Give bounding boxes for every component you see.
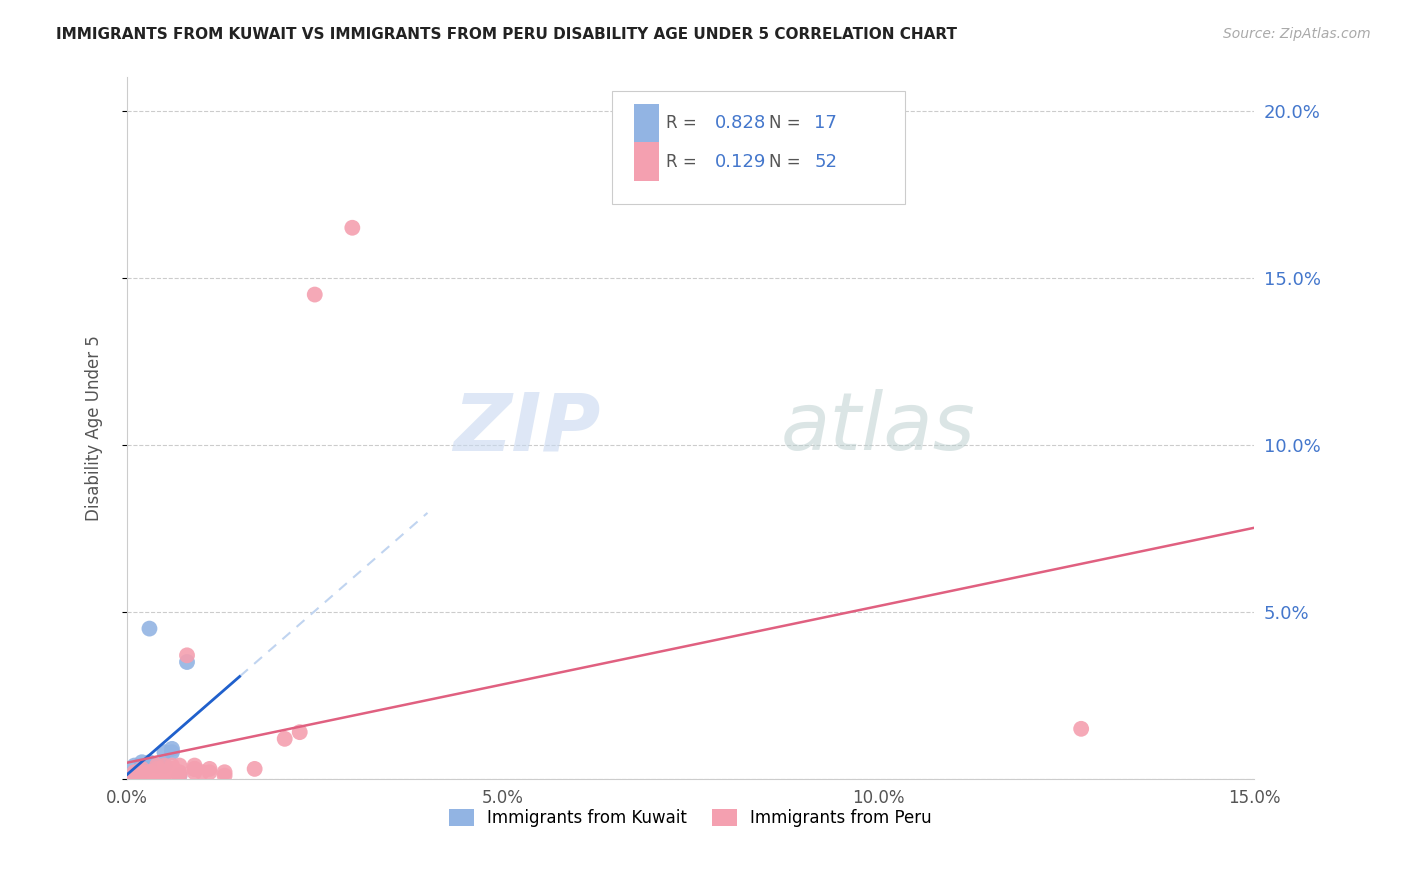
Point bbox=[124, 772, 146, 786]
Point bbox=[124, 772, 146, 786]
Point bbox=[124, 772, 146, 786]
Text: 0.828: 0.828 bbox=[716, 114, 766, 132]
Point bbox=[138, 768, 160, 782]
Point bbox=[138, 765, 160, 780]
Text: 0.129: 0.129 bbox=[716, 153, 766, 170]
Point bbox=[146, 758, 169, 772]
FancyBboxPatch shape bbox=[612, 92, 904, 203]
Point bbox=[131, 768, 153, 782]
Point bbox=[153, 745, 176, 759]
Point bbox=[146, 768, 169, 782]
Point bbox=[273, 731, 295, 746]
Text: 17: 17 bbox=[814, 114, 838, 132]
Point bbox=[138, 765, 160, 780]
Point bbox=[169, 765, 191, 780]
Point bbox=[124, 772, 146, 786]
Text: R =: R = bbox=[665, 114, 702, 132]
Point bbox=[131, 765, 153, 780]
Y-axis label: Disability Age Under 5: Disability Age Under 5 bbox=[86, 335, 103, 521]
Point bbox=[153, 765, 176, 780]
Point bbox=[138, 622, 160, 636]
Point bbox=[191, 765, 214, 780]
Point bbox=[146, 772, 169, 786]
Point bbox=[115, 772, 138, 786]
Point bbox=[160, 762, 183, 776]
Point bbox=[138, 768, 160, 782]
Point bbox=[198, 762, 221, 776]
Point bbox=[176, 648, 198, 663]
FancyBboxPatch shape bbox=[634, 103, 659, 143]
Point bbox=[131, 772, 153, 786]
Text: 52: 52 bbox=[814, 153, 838, 170]
Point bbox=[153, 758, 176, 772]
Point bbox=[146, 768, 169, 782]
Point bbox=[131, 765, 153, 780]
Point bbox=[160, 745, 183, 759]
Point bbox=[138, 758, 160, 772]
Point bbox=[124, 765, 146, 780]
Point bbox=[138, 765, 160, 780]
Point bbox=[198, 765, 221, 780]
Point bbox=[160, 765, 183, 780]
Point bbox=[1070, 722, 1092, 736]
Point bbox=[243, 762, 266, 776]
Point bbox=[153, 758, 176, 772]
Point bbox=[124, 758, 146, 772]
FancyBboxPatch shape bbox=[634, 143, 659, 181]
Point bbox=[138, 772, 160, 786]
Text: N =: N = bbox=[769, 114, 806, 132]
Point bbox=[169, 768, 191, 782]
Point bbox=[131, 768, 153, 782]
Point bbox=[160, 758, 183, 772]
Text: atlas: atlas bbox=[780, 389, 976, 467]
Point bbox=[176, 655, 198, 669]
Point bbox=[288, 725, 311, 739]
Point bbox=[183, 765, 205, 780]
Text: Source: ZipAtlas.com: Source: ZipAtlas.com bbox=[1223, 27, 1371, 41]
Point bbox=[169, 768, 191, 782]
Point bbox=[214, 768, 236, 782]
Point bbox=[160, 742, 183, 756]
Text: N =: N = bbox=[769, 153, 806, 170]
Point bbox=[131, 758, 153, 772]
Text: IMMIGRANTS FROM KUWAIT VS IMMIGRANTS FROM PERU DISABILITY AGE UNDER 5 CORRELATIO: IMMIGRANTS FROM KUWAIT VS IMMIGRANTS FRO… bbox=[56, 27, 957, 42]
Point bbox=[153, 768, 176, 782]
Text: ZIP: ZIP bbox=[453, 389, 600, 467]
Point bbox=[131, 762, 153, 776]
Point bbox=[169, 758, 191, 772]
Point bbox=[131, 762, 153, 776]
Point bbox=[214, 765, 236, 780]
Point bbox=[131, 756, 153, 770]
Point bbox=[160, 762, 183, 776]
Point bbox=[124, 768, 146, 782]
Point bbox=[131, 772, 153, 786]
Point bbox=[183, 762, 205, 776]
Point bbox=[146, 758, 169, 772]
Point bbox=[124, 768, 146, 782]
Point bbox=[183, 762, 205, 776]
Legend: Immigrants from Kuwait, Immigrants from Peru: Immigrants from Kuwait, Immigrants from … bbox=[443, 802, 939, 834]
Point bbox=[115, 772, 138, 786]
Text: R =: R = bbox=[665, 153, 702, 170]
Point bbox=[138, 756, 160, 770]
Point bbox=[146, 762, 169, 776]
Point bbox=[124, 772, 146, 786]
Point bbox=[304, 287, 326, 301]
Point bbox=[342, 220, 364, 235]
Point bbox=[183, 758, 205, 772]
Point bbox=[131, 765, 153, 780]
